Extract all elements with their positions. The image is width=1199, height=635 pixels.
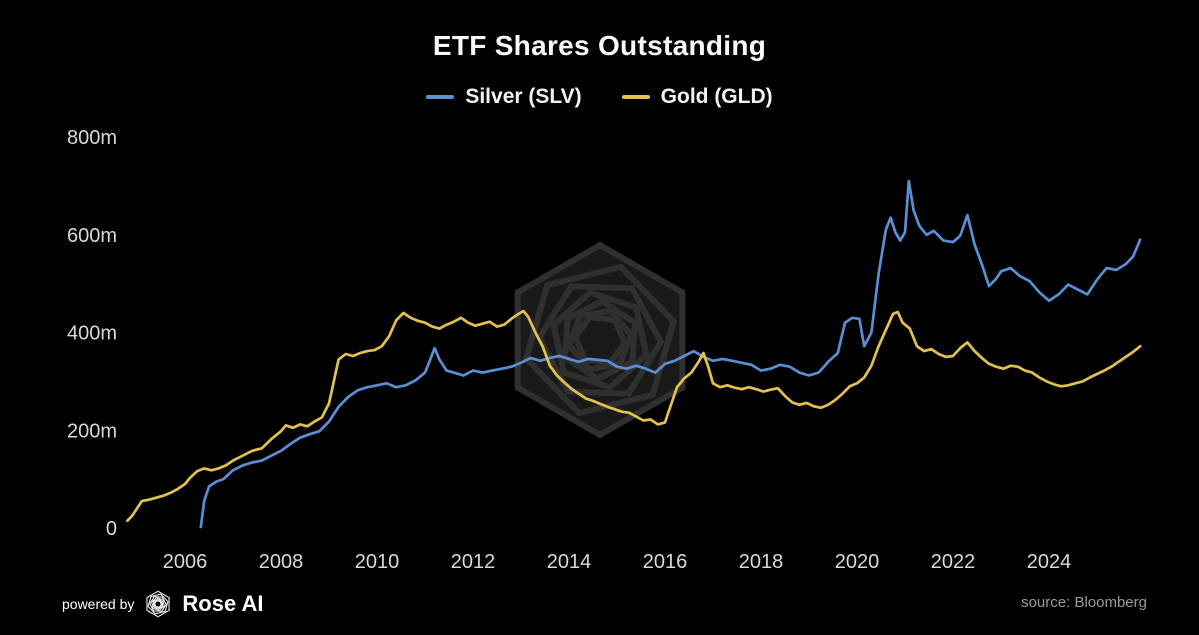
rose-ai-logo-glyph <box>146 590 170 618</box>
x-axis-tick-label: 2012 <box>451 551 496 573</box>
x-axis-tick-label: 2006 <box>163 551 208 573</box>
x-axis-tick-label: 2008 <box>259 551 304 573</box>
legend-item-silver[interactable]: Silver (SLV) <box>426 85 582 109</box>
series-line-gold-gld <box>126 309 1142 523</box>
line-chart: 800m 600m 400m 200m 0 2006 2008 2010 2012 2014 201… <box>67 127 1142 573</box>
legend: Silver (SLV) Gold (GLD) <box>0 85 1199 109</box>
rose-ai-logo-icon <box>146 590 170 618</box>
y-axis-tick-label: 0 <box>106 518 117 540</box>
legend-label-gold: Gold (GLD) <box>660 85 773 108</box>
x-axis-tick-label: 2014 <box>547 551 592 573</box>
silver-line-swatch <box>426 95 455 99</box>
y-axis-tick-label: 200m <box>67 420 117 442</box>
y-axis-tick-label: 600m <box>67 225 117 247</box>
legend-item-gold[interactable]: Gold (GLD) <box>621 85 773 109</box>
x-axis-tick-label: 2016 <box>643 551 688 573</box>
source-label: source: Bloomberg <box>1021 594 1147 611</box>
y-axis-tick-label: 800m <box>67 127 117 149</box>
gold-line-swatch <box>621 95 650 99</box>
x-axis-tick-label: 2024 <box>1027 551 1072 573</box>
x-axis-tick-label: 2020 <box>835 551 880 573</box>
brand-name: Rose AI <box>182 591 264 616</box>
x-axis-tick-label: 2018 <box>739 551 784 573</box>
y-axis-tick-label: 400m <box>67 323 117 345</box>
x-axis-tick-label: 2010 <box>355 551 400 573</box>
rose-ai-watermark-icon <box>514 241 686 439</box>
legend-label-silver: Silver (SLV) <box>465 85 582 108</box>
chart-title: ETF Shares Outstanding <box>432 30 767 61</box>
powered-by-label: powered by <box>62 596 135 612</box>
powered-by: powered by Rose AI <box>62 586 263 622</box>
x-axis-tick-label: 2022 <box>931 551 976 573</box>
series-line-silver-slv <box>199 179 1142 529</box>
